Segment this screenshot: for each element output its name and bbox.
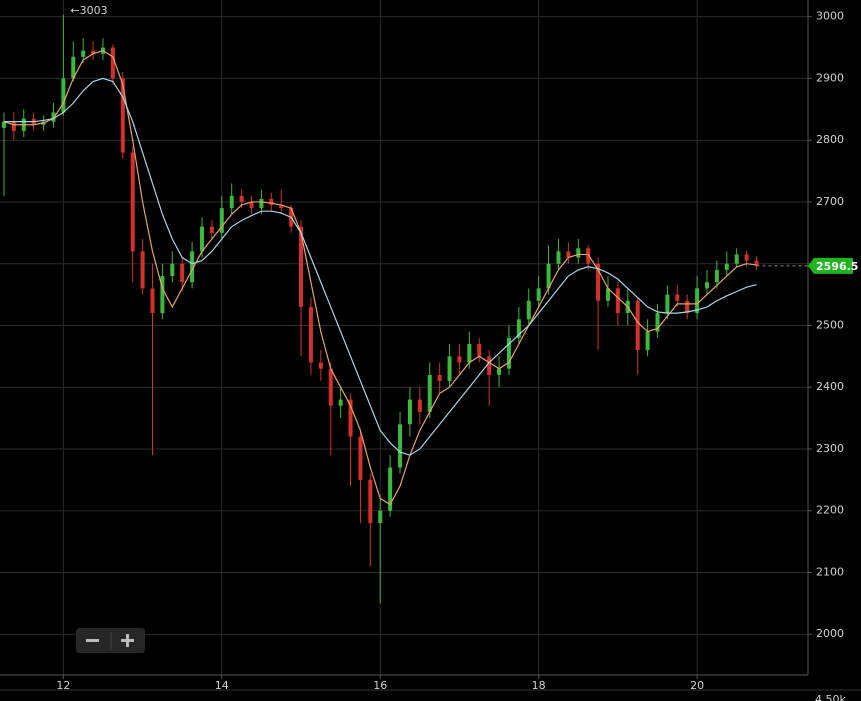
last-price-label: 2596.5 [816,260,858,273]
candle-body [180,263,185,283]
last-price-tag [808,257,853,274]
candle-body [596,263,601,301]
candle-body [645,331,650,351]
candle-body [576,248,581,258]
candle-body [724,263,729,270]
candle-body [437,374,442,382]
candle-body [477,343,482,357]
candle-body [714,269,719,283]
y-tick-label: 2300 [816,442,844,455]
y-tick-label: 2500 [816,318,844,331]
candle-body [328,368,333,406]
candle-body [734,254,739,264]
high-annotation: ←3003 [70,4,107,17]
candle-body [160,276,165,314]
candle-body [586,248,591,264]
candle-body [190,251,195,283]
candle-body [11,121,16,131]
x-tick-label: 14 [215,679,229,692]
candle-body [71,56,76,79]
candle-body [427,374,432,412]
x-tick-label: 16 [373,679,387,692]
y-tick-label: 2700 [816,195,844,208]
candle-body [497,368,502,375]
candle-body [259,198,264,209]
candle-body [249,201,254,209]
candle-body [506,337,511,369]
y-tick-label: 2900 [816,71,844,84]
y-tick-label: 2200 [816,504,844,517]
y-tick-label: 3000 [816,10,844,23]
candle-body [407,399,412,425]
x-tick-label: 20 [690,679,704,692]
candle-body [239,195,244,202]
candle-body [318,362,323,369]
candle-body [378,510,383,524]
y-tick-label: 2800 [816,133,844,146]
candle-body [556,251,561,264]
candle-body [705,282,709,289]
candle-body [279,205,284,209]
candle-body [91,50,96,54]
candle-body [348,399,353,437]
y-tick-label: 2100 [816,565,844,578]
y-tick-label: 2400 [816,380,844,393]
zoom-controls [76,628,145,653]
candle-body [546,263,551,289]
candle-body [308,306,313,363]
candle-body [536,288,541,301]
candle-body [338,399,343,406]
candle-body [81,50,86,57]
candle-body [1,121,6,128]
candle-body [299,226,304,307]
candle-body [744,254,749,261]
candle-body [200,226,204,252]
candle-body [229,195,234,209]
candle-body [51,112,56,122]
candle-body [605,288,610,301]
candle-body [675,294,680,301]
candle-body [61,78,66,113]
candle-body [219,208,224,233]
y-tick-label: 2000 [816,627,844,640]
candle-body [388,467,393,511]
candle-body [358,436,363,480]
candle-body [526,300,531,320]
candle-body [269,198,274,206]
candle-body [754,260,759,266]
x-tick-label: 12 [56,679,70,692]
candle-body [467,343,472,363]
candle-body [665,294,670,314]
candle-body [209,226,214,233]
candle-body [695,288,700,314]
candle-body [417,399,422,412]
candle-body [685,300,690,314]
x-tick-label: 18 [532,679,546,692]
candle-body [368,479,373,524]
candle-body [655,313,660,332]
candle-body [566,251,571,258]
moving-average-line [3,49,757,506]
candle-body [398,424,403,468]
volume-axis-label: 4.50k [815,693,846,701]
candle-body [516,319,521,338]
candle-body [150,288,155,314]
candle-body [635,300,640,351]
candle-body [110,47,115,79]
candle-body [140,251,145,289]
moving-average-line [3,77,757,456]
candle-body [130,152,135,252]
candle-body [615,288,620,314]
marks [1,14,759,604]
candle-body [447,356,452,382]
candle-body [170,263,175,277]
candle-body [487,356,492,375]
candle-body [120,78,125,153]
candle-body [457,356,462,363]
